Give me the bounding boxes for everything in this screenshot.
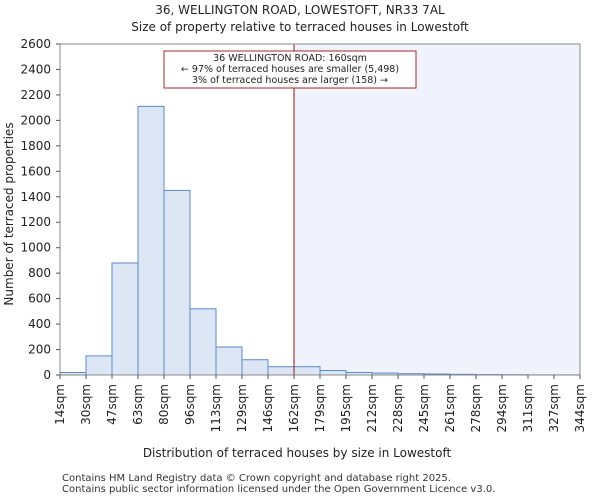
x-tick-label: 63sqm bbox=[131, 384, 145, 425]
annotation-line-3: 3% of terraced houses are larger (158) → bbox=[192, 75, 388, 86]
x-tick-label: 278sqm bbox=[469, 384, 483, 432]
x-tick-label: 327sqm bbox=[547, 384, 561, 432]
y-tick-label: 1800 bbox=[20, 139, 51, 153]
bar-30sqm bbox=[85, 355, 113, 376]
y-tick-label: 200 bbox=[28, 343, 51, 357]
annotation-line-1: 36 WELLINGTON ROAD: 160sqm bbox=[213, 53, 367, 64]
y-tick-label: 0 bbox=[43, 368, 51, 382]
y-tick-label: 1400 bbox=[20, 190, 51, 204]
y-tick-label: 600 bbox=[28, 292, 51, 306]
x-tick-label: 96sqm bbox=[183, 384, 197, 425]
bar-96sqm bbox=[189, 308, 217, 376]
x-tick-label: 47sqm bbox=[105, 384, 119, 425]
x-tick-label: 113sqm bbox=[209, 384, 223, 432]
x-tick-label: 294sqm bbox=[495, 384, 509, 432]
bars-group bbox=[59, 105, 581, 376]
x-tick-label: 30sqm bbox=[79, 384, 93, 425]
x-tick-label: 245sqm bbox=[417, 384, 431, 432]
x-tick-label: 344sqm bbox=[573, 384, 587, 432]
x-tick-label: 162sqm bbox=[287, 384, 301, 432]
y-tick-label: 400 bbox=[28, 317, 51, 331]
bar-63sqm bbox=[137, 105, 165, 376]
footer-line-2: Contains public sector information licen… bbox=[62, 484, 496, 495]
x-tick-label: 212sqm bbox=[365, 384, 379, 432]
y-tick-label: 1200 bbox=[20, 215, 51, 229]
x-tick-label: 228sqm bbox=[391, 384, 405, 432]
x-tick-label: 311sqm bbox=[521, 384, 535, 432]
x-axis-label: Distribution of terraced houses by size … bbox=[143, 446, 452, 460]
y-tick-label: 800 bbox=[28, 266, 51, 280]
x-axis-ticks: 14sqm 30sqm 47sqm 63sqm 80sqm 96sqm 113sqm 129s… bbox=[53, 375, 587, 432]
bar-113sqm bbox=[215, 346, 243, 376]
x-tick-label: 261sqm bbox=[443, 384, 457, 432]
larger-properties-shading bbox=[294, 44, 580, 375]
bar-162sqm bbox=[293, 366, 321, 376]
x-tick-label: 146sqm bbox=[261, 384, 275, 432]
chart-title: 36, WELLINGTON ROAD, LOWESTOFT, NR33 7AL bbox=[155, 3, 445, 17]
annotation-line-2: ← 97% of terraced houses are smaller (5,… bbox=[181, 64, 399, 75]
y-axis-ticks: 0 200 400 600 800 1000 1200 1400 1600 1800 2000 220… bbox=[20, 37, 60, 382]
bar-146sqm bbox=[267, 366, 295, 376]
bar-80sqm bbox=[163, 189, 191, 376]
x-tick-label: 14sqm bbox=[53, 384, 67, 425]
y-tick-label: 1600 bbox=[20, 164, 51, 178]
y-tick-label: 2200 bbox=[20, 88, 51, 102]
x-tick-label: 195sqm bbox=[339, 384, 353, 432]
x-tick-label: 179sqm bbox=[313, 384, 327, 432]
annotation-box: 36 WELLINGTON ROAD: 160sqm ← 97% of terr… bbox=[163, 50, 417, 89]
footer-line-1: Contains HM Land Registry data © Crown c… bbox=[62, 473, 451, 484]
y-tick-label: 2400 bbox=[20, 62, 51, 76]
bar-129sqm bbox=[241, 359, 269, 376]
x-tick-label: 129sqm bbox=[235, 384, 249, 432]
chart-subtitle: Size of property relative to terraced ho… bbox=[131, 20, 469, 34]
bar-179sqm bbox=[319, 370, 347, 376]
y-tick-label: 2600 bbox=[20, 37, 51, 51]
x-tick-label: 80sqm bbox=[157, 384, 171, 425]
annotation-border bbox=[163, 50, 417, 89]
bar-47sqm bbox=[111, 262, 139, 376]
y-axis-label: Number of terraced properties bbox=[2, 122, 16, 305]
y-tick-label: 1000 bbox=[20, 241, 51, 255]
y-tick-label: 2000 bbox=[20, 113, 51, 127]
